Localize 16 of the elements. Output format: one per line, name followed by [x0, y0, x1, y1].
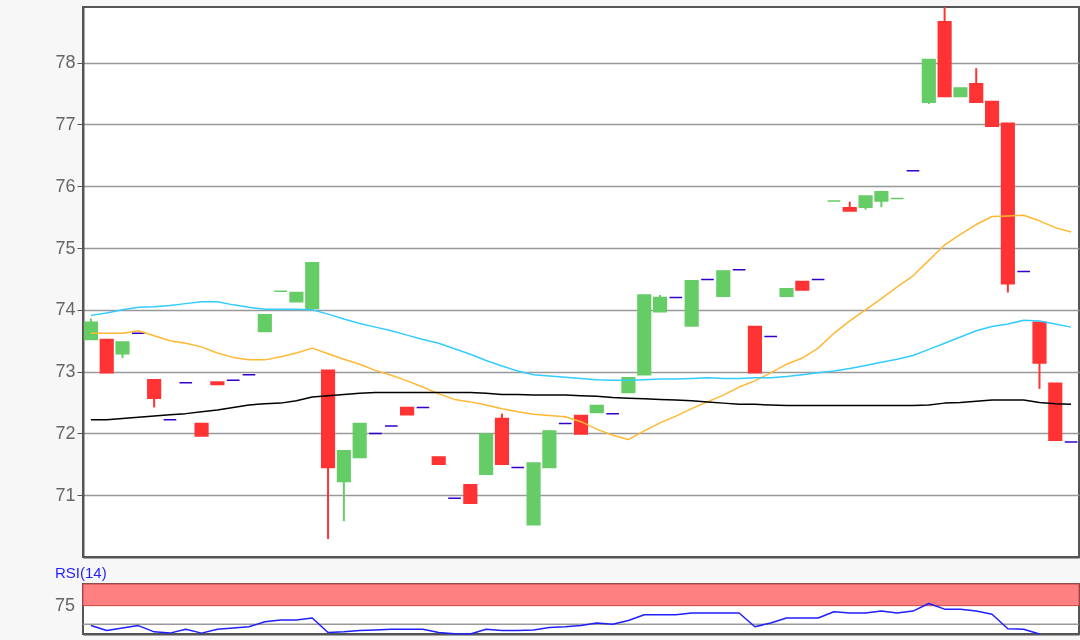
y-tick-label: 74 — [55, 299, 76, 320]
candlestick — [463, 483, 478, 504]
y-tick-label: 73 — [55, 361, 76, 382]
candlestick — [969, 67, 984, 104]
line-series — [90, 301, 1072, 382]
candlestick — [147, 378, 162, 409]
chart-title: RSI(14) — [54, 563, 107, 581]
line-series — [90, 391, 1072, 421]
candlestick — [573, 414, 589, 435]
y-tick-label: 71 — [55, 484, 76, 505]
y-tick-label: 78 — [55, 52, 76, 73]
y-tick-label: 76 — [55, 175, 76, 196]
y-tick-label: 77 — [55, 113, 76, 134]
candlestick — [83, 317, 98, 341]
y-tick-label: 72 — [55, 422, 76, 443]
y-tick-label: 75 — [55, 237, 76, 258]
